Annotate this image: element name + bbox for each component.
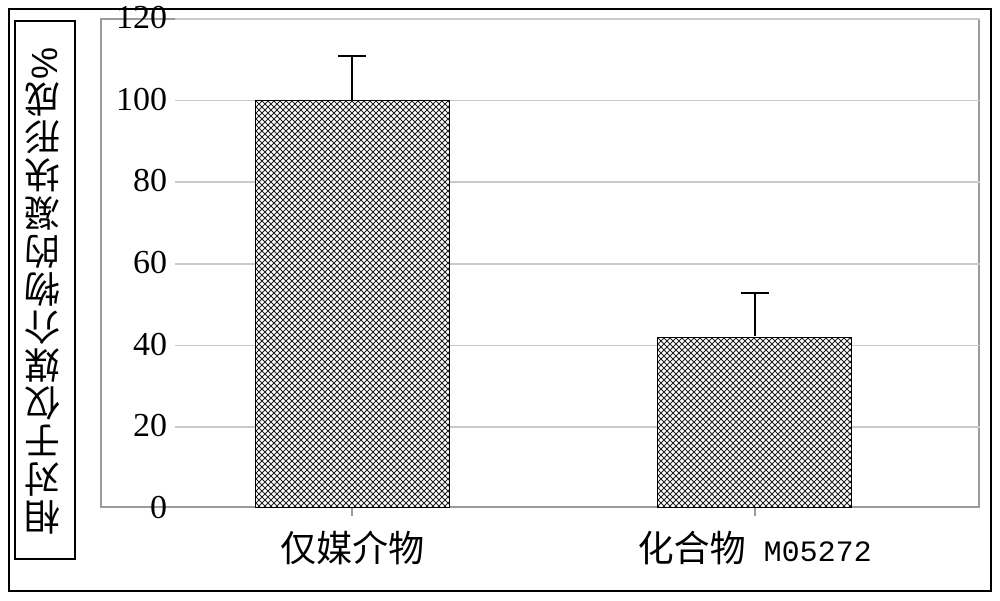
y-tick-label: 120 [97, 0, 167, 37]
x-axis-label: 仅媒介物 [280, 520, 424, 572]
y-tick-label: 60 [97, 244, 167, 282]
x-axis-label-text: 化合物 [638, 528, 746, 569]
error-cap [741, 292, 769, 294]
y-tick-label: 20 [97, 407, 167, 445]
y-axis-label-box: 相对于仅媒介物的凝块形成% [14, 20, 76, 560]
bar [255, 100, 450, 508]
y-tick-label: 100 [97, 81, 167, 119]
error-bar [754, 292, 756, 337]
x-axis-label-code: M05272 [746, 537, 872, 571]
y-tick-label: 0 [97, 489, 167, 527]
y-tick-label: 40 [97, 326, 167, 364]
y-tick-label: 80 [97, 162, 167, 200]
x-axis-label: 化合物 M05272 [638, 520, 872, 572]
error-cap [338, 55, 366, 57]
error-bar [351, 55, 353, 100]
y-axis-label: 相对于仅媒介物的凝块形成% [19, 45, 71, 535]
x-axis-label-text: 仅媒介物 [280, 528, 424, 569]
chart-container: 相对于仅媒介物的凝块形成% 0 20 40 60 80 100 120 仅媒介物 化合物 M05… [0, 0, 1000, 601]
grid-line [175, 18, 980, 20]
plot-area [175, 18, 980, 508]
bar [657, 337, 852, 509]
x-tick [351, 508, 353, 516]
x-tick [754, 508, 756, 516]
